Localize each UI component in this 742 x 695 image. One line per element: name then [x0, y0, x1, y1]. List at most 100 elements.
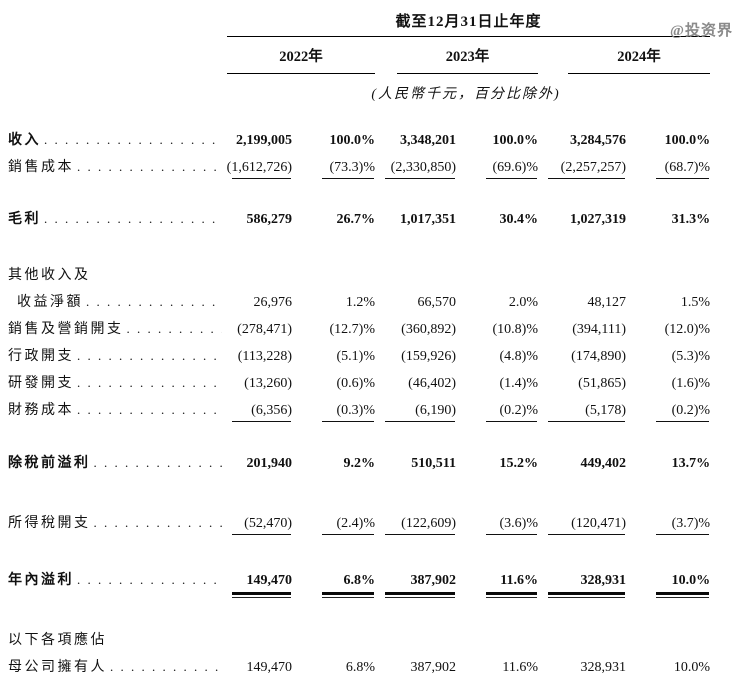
value-cell: 510,511: [411, 456, 456, 471]
unit-note: (人民幣千元，百分比除外): [371, 87, 561, 102]
dot-leader: [94, 455, 223, 471]
value-cell: (1,612,726): [222, 152, 292, 179]
percent-cell: 31.3%: [671, 212, 711, 227]
row-label-cell: 收入: [8, 125, 222, 152]
row-label-cell: 收益淨額: [8, 287, 222, 314]
row-label-cell: 母公司擁有人: [8, 652, 222, 679]
financial-statements-table: 截至12月31日止年度 2022年 2023年 2024年 (人民幣千元，百分比…: [8, 8, 711, 679]
table-row: 財務成本(6,356)(0.3)%(6,190)(0.2)%(5,178)(0.…: [8, 395, 710, 422]
dot-leader: [77, 159, 222, 175]
row-label: 財務成本: [8, 403, 74, 418]
value-cell: 328,931: [580, 660, 627, 675]
percent-cell: (68.7)%: [626, 152, 710, 179]
value-cell: (5,178): [538, 395, 626, 422]
value-cell: 201,940: [246, 456, 293, 471]
row-label: 其他收入及: [8, 268, 91, 283]
percent-cell: (0.2)%: [456, 395, 538, 422]
value-cell: (120,471): [538, 508, 626, 535]
row-label: 收益淨額: [17, 295, 83, 310]
percent-cell: (4.8)%: [499, 349, 539, 364]
value-cell: 3,348,201: [400, 133, 456, 148]
row-spacer: [8, 535, 710, 565]
percent-cell: 13.7%: [671, 456, 711, 471]
row-label: 以下各項應佔: [8, 633, 107, 648]
percent-cell: [626, 260, 710, 287]
table-row: 母公司擁有人 149,470 6.8% 387,902 11.6% 328,931 10.0…: [8, 652, 710, 679]
percent-cell: (1.6)%: [671, 376, 711, 391]
value-cell: (51,865): [578, 376, 626, 391]
dot-leader: [127, 321, 223, 337]
percent-cell: [456, 625, 538, 652]
value-cell: (6,356): [222, 395, 292, 422]
row-label: 收入: [8, 133, 41, 148]
row-label-cell: 毛利: [8, 204, 222, 231]
table-row: 毛利 586,279 26.7% 1,017,351 30.4% 1,027,319 31.…: [8, 204, 710, 231]
value-cell: 26,976: [253, 295, 293, 310]
value-cell: (13,260): [244, 376, 292, 391]
value-cell: (278,471): [237, 322, 292, 337]
row-label: 行政開支: [8, 349, 74, 364]
value-cell: 66,570: [417, 295, 457, 310]
percent-cell: (10.8)%: [492, 322, 539, 337]
value-cell: 2,199,005: [236, 133, 292, 148]
row-spacer: [8, 231, 710, 260]
row-label: 除稅前溢利: [8, 456, 91, 471]
percent-cell: 100.0%: [329, 133, 376, 148]
percent-cell: 9.2%: [343, 456, 376, 471]
row-label-cell: 所得稅開支: [8, 508, 222, 535]
percent-cell: (1.4)%: [499, 376, 539, 391]
row-label: 毛利: [8, 212, 41, 227]
row-label: 研發開支: [8, 376, 74, 391]
percent-cell: (12.0)%: [664, 322, 711, 337]
row-label-cell: 以下各項應佔: [8, 625, 222, 652]
percent-cell: (5.3)%: [671, 349, 711, 364]
row-spacer-cell: [8, 422, 710, 448]
row-label-cell: 其他收入及: [8, 260, 222, 287]
table-row: 銷售成本 (1,612,726)(73.3)%(2,330,850)(69.6)%…: [8, 152, 710, 179]
row-label-cell: 年內溢利: [8, 565, 222, 592]
percent-cell: 100.0%: [492, 133, 539, 148]
unit-note-row: (人民幣千元，百分比除外): [8, 74, 710, 107]
row-spacer: [8, 475, 710, 508]
row-spacer-cell: [8, 179, 710, 204]
value-cell: 586,279: [246, 212, 293, 227]
value-cell: (113,228): [237, 349, 292, 364]
row-label-cell: 銷售及營銷開支: [8, 314, 222, 341]
year-header-2024: 2024年: [568, 37, 711, 74]
table-row: 銷售及營銷開支 (278,471) (12.7)% (360,892) (10.8)% (…: [8, 314, 710, 341]
dot-leader: [77, 402, 222, 418]
percent-cell: [292, 260, 375, 287]
table-row: 除稅前溢利 201,940 9.2% 510,511 15.2% 449,402 13.7%: [8, 448, 710, 475]
percent-cell: 10.0%: [673, 660, 711, 675]
table-row: 收益淨額 26,976 1.2% 66,570 2.0% 48,127 1.5%: [8, 287, 710, 314]
value-cell: (2,257,257): [538, 152, 626, 179]
value-cell: (174,890): [571, 349, 626, 364]
value-cell: [375, 625, 456, 652]
value-cell: (394,111): [572, 322, 626, 337]
table-row: 行政開支 (113,228) (5.1)% (159,926) (4.8)% (174,8…: [8, 341, 710, 368]
header-label-spacer: [8, 8, 222, 37]
percent-cell: 30.4%: [499, 212, 539, 227]
percent-cell: 1.5%: [680, 295, 711, 310]
value-cell: (46,402): [408, 376, 456, 391]
percent-cell: 11.6%: [456, 565, 538, 598]
row-spacer-cell: [8, 475, 710, 508]
value-cell: 328,931: [538, 565, 626, 598]
row-spacer-cell: [8, 535, 710, 565]
value-cell: (360,892): [401, 322, 456, 337]
row-label: 銷售成本: [8, 160, 74, 175]
table-row: 研發開支 (13,260) (0.6)% (46,402) (1.4)% (51,865)…: [8, 368, 710, 395]
dot-leader: [77, 572, 222, 588]
row-spacer: [8, 179, 710, 204]
dot-leader: [110, 659, 222, 675]
percent-cell: (2.4)%: [292, 508, 375, 535]
percent-cell: (12.7)%: [329, 322, 376, 337]
table-row: 收入 2,199,005 100.0% 3,348,201 100.0% 3,284,57…: [8, 125, 710, 152]
value-cell: 3,284,576: [570, 133, 626, 148]
year-header-row: 2022年 2023年 2024年: [8, 37, 711, 74]
percent-cell: [456, 260, 538, 287]
value-cell: 449,402: [580, 456, 627, 471]
row-label-cell: 行政開支: [8, 341, 222, 368]
dot-leader: [94, 515, 223, 531]
